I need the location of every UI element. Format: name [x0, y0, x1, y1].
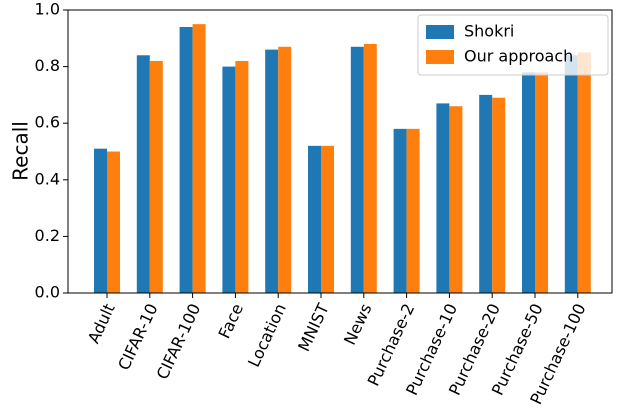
y-tick-label: 0.0	[35, 283, 60, 302]
bar	[363, 43, 377, 294]
bar	[149, 60, 163, 293]
bar	[222, 66, 236, 293]
legend-label: Shokri	[464, 22, 514, 41]
bar	[179, 26, 193, 293]
bar	[321, 145, 334, 293]
bar	[564, 55, 578, 293]
x-tick-label: Face	[215, 301, 248, 342]
bar	[278, 46, 292, 293]
x-tick-label: CIFAR-100	[153, 301, 205, 383]
bar	[406, 128, 420, 293]
bar	[479, 94, 493, 294]
bar	[350, 46, 364, 293]
bar	[577, 52, 591, 294]
y-tick-label: 0.8	[35, 56, 60, 75]
y-tick-label: 1.0	[35, 0, 60, 19]
bar	[94, 148, 107, 293]
bar	[235, 60, 249, 293]
bar	[522, 72, 535, 293]
legend-label: Our approach	[464, 47, 573, 66]
bar	[265, 49, 279, 294]
legend-swatch	[426, 50, 454, 64]
bar	[449, 106, 463, 293]
x-tick-label: News	[340, 301, 375, 348]
bar	[107, 151, 120, 293]
plot-frame	[67, 9, 613, 294]
legend-swatch	[426, 25, 454, 39]
y-tick-label: 0.4	[35, 169, 60, 188]
bar	[136, 55, 150, 293]
bar	[192, 24, 206, 294]
x-tick-label: Adult	[84, 301, 119, 347]
y-tick-label: 0.6	[35, 113, 60, 132]
bar	[393, 128, 407, 293]
x-tick-label: Location	[244, 301, 290, 370]
y-axis-label: Recall	[9, 121, 33, 181]
bar	[535, 72, 548, 293]
bar	[492, 97, 506, 293]
bar	[436, 103, 450, 293]
bar	[308, 145, 321, 293]
legend-box	[417, 14, 609, 76]
x-tick-label: MNIST	[294, 300, 333, 354]
x-tick-label: CIFAR-10	[114, 301, 161, 374]
y-tick-label: 0.2	[35, 226, 60, 245]
